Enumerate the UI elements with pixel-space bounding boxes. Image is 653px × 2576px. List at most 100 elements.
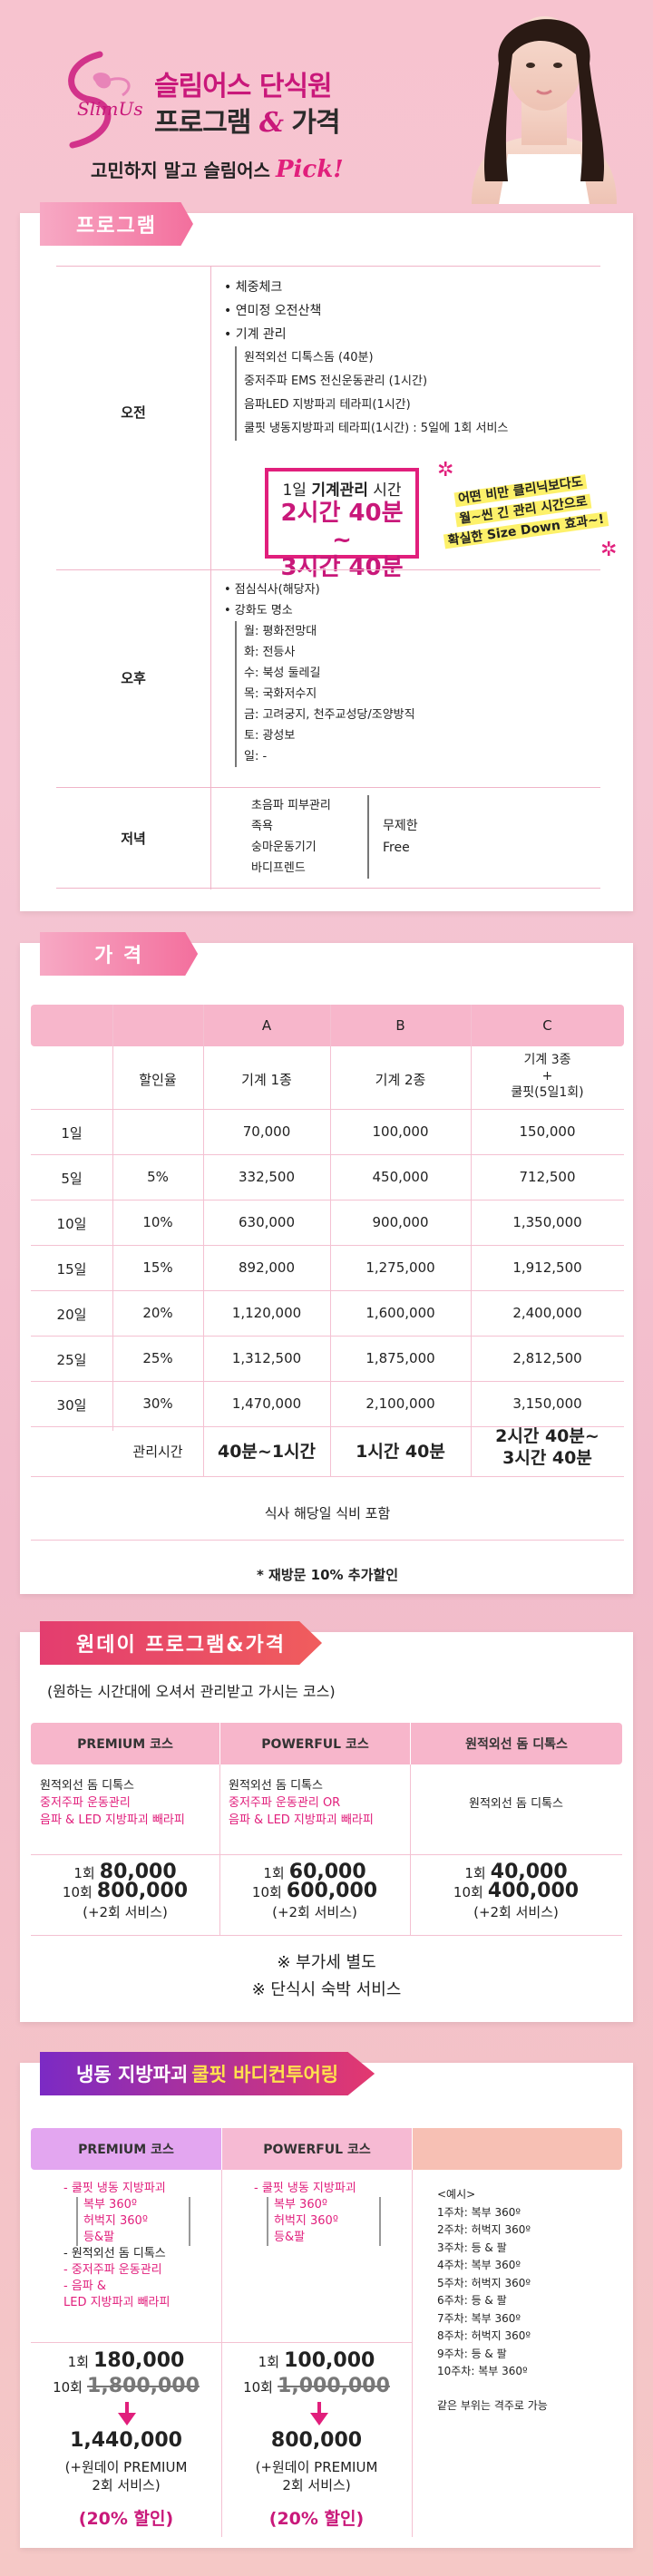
powerful-desc: 원적외선 돔 디톡스 중저주파 운동관리 OR 음파 & LED 지방파괴 빼라…	[229, 1777, 410, 1829]
program-tab: 프로그램	[40, 202, 193, 246]
bonus-line: 2회 서비스)	[92, 2477, 161, 2493]
time-a: 40분~1시간	[217, 1442, 317, 1462]
arrow-icon	[125, 2402, 129, 2415]
arrow-icon	[317, 2402, 321, 2415]
row-divider	[210, 267, 211, 570]
hero-subtitle: 고민하지 말고 슬림어스 Pick!	[91, 156, 344, 183]
desc-line: 등&팔	[274, 2231, 306, 2244]
star-icon: ✲	[600, 539, 618, 561]
list-item: 9주차: 등 & 팔	[437, 2347, 507, 2360]
desc-line: 허벅지 360º	[274, 2214, 338, 2228]
price-label: 10회	[251, 1884, 282, 1900]
list-item: 숭마운동기기	[251, 841, 317, 854]
price-cell: 150,000	[519, 1123, 576, 1140]
powerful-head: POWERFUL 코스	[221, 2128, 412, 2170]
price-table-header	[31, 1005, 624, 1046]
example-title: <예시>	[437, 2188, 476, 2201]
afternoon-content: • 점심식사(해당자) • 강화도 명소 월: 평화전망대 화: 전등사 수: …	[224, 579, 605, 767]
row-rule	[31, 1854, 622, 1855]
price-value: 100,000	[284, 2349, 375, 2372]
list-item: • 체중체크	[224, 280, 283, 295]
price-cell: 1,275,000	[365, 1259, 435, 1276]
row-rule	[31, 1381, 624, 1382]
price-cell: 712,500	[519, 1169, 576, 1185]
row-rule	[31, 2342, 412, 2343]
free-label: Free	[383, 841, 410, 855]
hero-banner: SlimUs 슬림어스 단식원 프로그램 & 가격 고민하지 말고 슬림어스 Pi…	[0, 0, 653, 204]
bonus-line: 2회 서비스)	[282, 2477, 351, 2493]
bonus-label: (+2회 서비스)	[473, 1904, 559, 1920]
list-item: • 연미정 오전산책	[224, 304, 322, 318]
col-divider	[412, 2170, 413, 2537]
list-item: • 강화도 명소	[224, 604, 293, 617]
price-label: 10회	[243, 2379, 273, 2396]
row-divider	[210, 788, 211, 889]
powerful-discount: (20% 할인)	[268, 2509, 365, 2529]
premium-price-once: 1회 180,000	[31, 2349, 221, 2372]
premium-price-ten: 10회 1,800,000	[31, 2375, 221, 2397]
row-rule	[31, 1245, 624, 1246]
hero-pick: Pick!	[275, 156, 344, 183]
title-amp: &	[258, 107, 284, 139]
row-rule	[31, 1935, 622, 1936]
desc-line: 복부 360º	[83, 2198, 137, 2211]
hero-subtitle-text: 고민하지 말고 슬림어스	[91, 160, 270, 181]
price-value: 40,000	[490, 1861, 568, 1883]
price-cell: 1,912,500	[512, 1259, 582, 1276]
premium-desc: 원적외선 돔 디톡스 중저주파 운동관리 음파 & LED 지방파괴 빼라피	[40, 1777, 221, 1829]
dome-head: 원적외선 돔 디톡스	[410, 1723, 622, 1764]
title-price: 가격	[291, 107, 340, 139]
price-label: 1회	[258, 2354, 280, 2370]
col-divider	[221, 2170, 222, 2537]
desc-line: 등&팔	[83, 2231, 115, 2244]
row-rule	[31, 1476, 624, 1477]
highlight-note: 어떤 비만 클리닉보다도 월~씬 긴 관리 시간으로 확실한 Size Down…	[434, 469, 612, 552]
list-item: 목: 국화저수지	[244, 687, 317, 701]
col-header-b: B	[395, 1017, 405, 1034]
row-rule	[31, 1200, 624, 1201]
price-label: 10회	[62, 1884, 93, 1900]
list-item: 쿨핏 냉동지방파괴 테라피(1시간) : 5일에 1회 서비스	[244, 422, 509, 435]
list-item: • 기계 관리	[224, 327, 287, 342]
desc-line: LED 지방파괴 빼라피	[63, 2296, 171, 2309]
example-note: 같은 부위는 격주로 가능	[437, 2398, 548, 2412]
time-label: 관리시간	[132, 1444, 183, 1460]
slimus-logo-icon	[68, 51, 131, 149]
tab-text: 냉동 지방파괴	[76, 2064, 189, 2085]
time-b: 1시간 40분	[356, 1442, 445, 1462]
powerful-price-once: 1회 100,000	[221, 2349, 412, 2372]
star-icon: ✲	[437, 459, 454, 481]
price-cell: 2,100,000	[365, 1395, 435, 1412]
stay-note: ※ 단식시 숙박 서비스	[251, 1980, 402, 1999]
revisit-note: * 재방문 10% 추가할인	[256, 1567, 398, 1583]
hero-title: 슬림어스 단식원	[154, 71, 333, 102]
price-cell: 30%	[142, 1395, 173, 1412]
arrow-down-icon	[118, 2413, 136, 2425]
desc-line: - 쿨핏 냉동 지방파괴	[254, 2182, 356, 2195]
premium-desc: - 쿨핏 냉동 지방파괴 복부 360º 허벅지 360º 등&팔 - 원적외선…	[63, 2181, 218, 2311]
desc-line: 중저주파 운동관리	[40, 1796, 131, 1810]
list-item: 7주차: 복부 360º	[437, 2311, 521, 2325]
desc-line: - 음파 &	[63, 2280, 107, 2293]
price-cell: 450,000	[372, 1169, 429, 1185]
coolfit-card: 냉동 지방파괴 쿨핏 바디컨투어링 PREMIUM 코스 POWERFUL 코스…	[20, 2052, 633, 2548]
list-item: 2주차: 허벅지 360º	[437, 2223, 531, 2236]
price-cell: 1,312,500	[231, 1350, 302, 1366]
morning-content: • 체중체크 • 연미정 오전산책 • 기계 관리 원적외선 디톡스돔 (40분…	[224, 276, 605, 441]
example-head	[412, 2128, 622, 2170]
price-label: 1회	[73, 1865, 95, 1881]
row-label: 25일	[56, 1352, 87, 1368]
price-value: 800,000	[96, 1880, 189, 1902]
col-divider	[219, 1764, 220, 1935]
machine-list: 원적외선 디톡스돔 (40분) 중저주파 EMS 전신운동관리 (1시간) 음파…	[235, 346, 605, 441]
col-divider	[203, 1005, 204, 1476]
col-header-c: C	[542, 1017, 552, 1034]
list-item: 중저주파 EMS 전신운동관리 (1시간)	[244, 374, 428, 388]
example-list: <예시> 1주차: 복부 360º 2주차: 허벅지 360º 3주차: 등 &…	[437, 2186, 619, 2415]
powerful-price-new: 800,000	[270, 2429, 363, 2452]
price-cell: 900,000	[372, 1214, 429, 1230]
bonus-line: (+원데이 PREMIUM	[64, 2459, 188, 2475]
price-value: 400,000	[487, 1880, 580, 1902]
coolfit-tab: 냉동 지방파괴 쿨핏 바디컨투어링	[40, 2052, 375, 2095]
box-title-pre: 1일	[282, 481, 312, 500]
